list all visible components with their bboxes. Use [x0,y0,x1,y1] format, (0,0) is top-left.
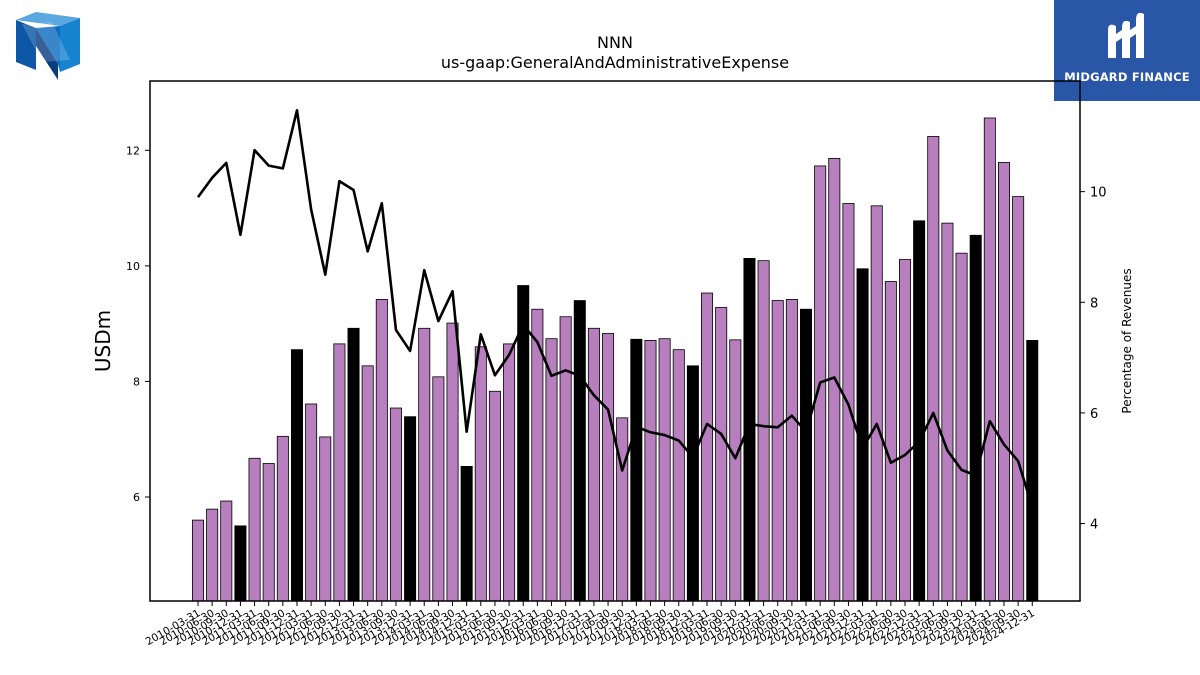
bar [602,333,615,602]
bar [573,300,586,602]
bar [715,307,728,602]
nnn-logo-icon [16,12,80,80]
y2-tick-label: 6 [1090,407,1098,422]
brand-name: MIDGARD FINANCE [1064,70,1190,84]
bar [616,417,629,602]
bar [729,339,742,602]
bar [375,298,388,602]
bar [644,340,657,602]
bar [870,205,883,602]
bar [262,463,275,602]
y-tick-label: 10 [126,260,140,273]
bar [913,220,926,602]
y-axis: 6 8 10 12 [126,144,150,504]
bar [361,365,374,602]
bar [191,519,204,602]
bar [347,327,360,602]
y2-tick-label: 10 [1090,186,1107,201]
bar [701,292,714,602]
bar [404,416,417,602]
bar [305,403,318,602]
bar [559,316,572,602]
bar [446,322,459,602]
plot-frame [149,80,1081,602]
bar [757,260,770,602]
y-tick-label: 12 [126,144,140,157]
bar [658,338,671,602]
bar [503,343,516,602]
bar [290,349,303,602]
chart-subtitle: us-gaap:GeneralAndAdministrativeExpense [441,53,789,72]
bar [800,308,813,602]
bar [418,327,431,602]
bar [771,300,784,602]
percentage-line [196,109,1034,508]
bar [460,465,473,602]
bar [488,390,501,602]
bar [432,376,445,602]
bar [545,338,558,602]
chart-title: NNN [597,33,633,52]
bars-layer [191,117,1039,602]
bar [474,346,487,602]
bar [248,457,261,602]
bar [785,298,798,602]
bar [234,525,247,602]
midgard-logo-icon [1108,12,1144,59]
x-axis: 2010-03-312010-06-302010-09-302010-12-31… [144,601,1037,648]
bar [672,349,685,602]
bar [333,343,346,602]
bar [941,222,954,602]
line-layer [196,109,1034,508]
y-tick-label: 6 [133,491,140,504]
y2-tick-label: 4 [1090,518,1098,533]
y-axis-label: USDm [91,310,115,372]
bar [743,257,756,602]
y-tick-label: 8 [133,375,140,388]
nnn-logo [12,6,84,82]
bar [587,327,600,602]
bar [1012,196,1025,602]
y2-tick-label: 8 [1090,296,1098,311]
y2-axis: 4 6 8 10 [1080,186,1107,533]
bar [899,259,912,602]
bar [997,162,1010,602]
bar [983,117,996,602]
bar [969,234,982,602]
bar [206,508,219,602]
bar [686,365,699,602]
bar [389,407,402,602]
bar [1026,340,1039,602]
bar [927,136,940,602]
y2-axis-label: Percentage of Revenues [1120,268,1134,413]
bar [319,436,332,602]
bar [955,252,968,602]
bar [220,500,233,602]
bar [630,338,643,602]
bar [884,281,897,602]
bar [276,435,289,602]
brand-badge: MIDGARD FINANCE [1054,0,1200,101]
